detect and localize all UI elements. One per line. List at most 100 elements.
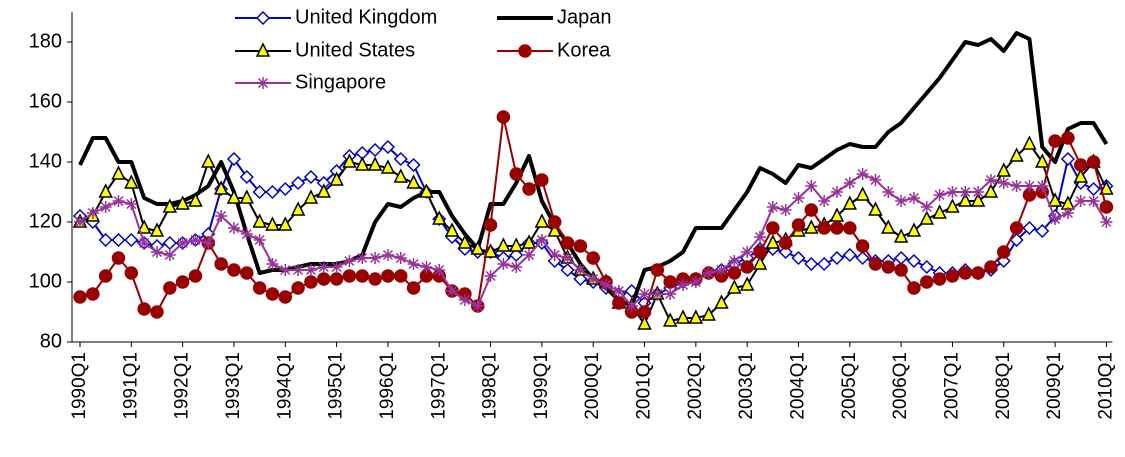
marker xyxy=(689,276,702,288)
marker xyxy=(215,210,228,222)
marker xyxy=(779,204,792,216)
marker xyxy=(829,250,845,266)
x-tick-label: 2004Q1 xyxy=(787,352,808,420)
x-tick-label: 1996Q1 xyxy=(377,352,398,420)
marker xyxy=(893,228,909,243)
marker xyxy=(842,247,857,263)
marker xyxy=(868,257,883,271)
marker xyxy=(882,186,895,198)
marker xyxy=(843,177,856,189)
marker xyxy=(881,260,896,274)
marker xyxy=(715,264,728,276)
marker xyxy=(419,183,434,198)
x-tick-label: 1990Q1 xyxy=(69,352,90,420)
marker xyxy=(675,309,691,324)
marker xyxy=(342,153,357,168)
marker xyxy=(535,173,549,187)
marker xyxy=(766,221,780,235)
marker xyxy=(518,44,532,58)
marker xyxy=(600,279,613,291)
marker xyxy=(714,294,729,309)
marker xyxy=(279,264,292,276)
marker xyxy=(420,261,433,273)
marker xyxy=(290,201,306,216)
marker xyxy=(855,186,870,201)
marker xyxy=(471,300,484,312)
marker xyxy=(625,300,638,312)
marker xyxy=(547,222,562,237)
marker xyxy=(830,221,844,235)
marker xyxy=(406,281,421,295)
marker xyxy=(201,153,216,168)
marker xyxy=(753,231,766,243)
marker xyxy=(316,183,331,198)
marker xyxy=(1047,192,1063,207)
marker xyxy=(356,252,369,264)
marker xyxy=(1009,221,1024,235)
marker xyxy=(458,294,471,306)
marker xyxy=(149,222,165,237)
marker xyxy=(252,281,267,295)
marker xyxy=(766,201,779,213)
marker xyxy=(804,219,819,234)
marker xyxy=(727,266,742,280)
marker xyxy=(304,264,317,276)
marker xyxy=(369,252,382,264)
x-tick-label: 2006Q1 xyxy=(890,352,911,420)
marker xyxy=(970,192,986,207)
marker xyxy=(638,288,651,300)
marker xyxy=(188,192,203,207)
marker xyxy=(330,261,343,273)
marker xyxy=(701,306,716,321)
marker xyxy=(651,288,664,300)
marker xyxy=(355,156,370,171)
marker xyxy=(984,174,997,186)
marker xyxy=(1073,168,1088,183)
marker xyxy=(753,245,767,259)
marker xyxy=(1023,180,1036,192)
marker xyxy=(1022,220,1037,236)
x-tick-label: 2001Q1 xyxy=(634,352,655,420)
marker xyxy=(561,252,574,264)
marker xyxy=(1048,134,1062,148)
x-tick-label: 2008Q1 xyxy=(993,352,1014,420)
legend-entry: United Kingdom xyxy=(235,6,437,28)
marker xyxy=(214,257,228,271)
marker xyxy=(523,249,536,261)
marker xyxy=(662,312,678,327)
marker xyxy=(446,285,459,297)
marker xyxy=(1061,131,1075,145)
marker xyxy=(394,252,407,264)
marker xyxy=(881,219,896,234)
marker xyxy=(407,258,420,270)
marker xyxy=(291,175,306,191)
marker xyxy=(444,222,460,237)
marker xyxy=(303,189,319,204)
marker xyxy=(1074,195,1087,207)
marker xyxy=(663,275,677,289)
marker xyxy=(933,189,946,201)
marker xyxy=(329,272,344,286)
marker xyxy=(521,234,537,249)
marker xyxy=(906,253,922,269)
marker xyxy=(355,269,370,283)
marker xyxy=(1087,195,1100,207)
marker xyxy=(394,269,408,283)
marker xyxy=(291,281,305,295)
marker xyxy=(111,165,126,180)
marker xyxy=(894,250,909,266)
marker xyxy=(138,237,151,249)
marker xyxy=(112,195,125,207)
marker xyxy=(573,239,588,253)
marker xyxy=(227,222,240,234)
y-tick-label: 120 xyxy=(29,210,62,232)
marker xyxy=(688,309,704,324)
marker xyxy=(945,269,960,283)
marker xyxy=(317,272,331,286)
marker xyxy=(573,271,588,287)
marker xyxy=(1060,151,1075,167)
marker xyxy=(587,273,600,285)
marker xyxy=(560,236,575,250)
marker xyxy=(317,261,330,273)
marker xyxy=(868,201,883,216)
